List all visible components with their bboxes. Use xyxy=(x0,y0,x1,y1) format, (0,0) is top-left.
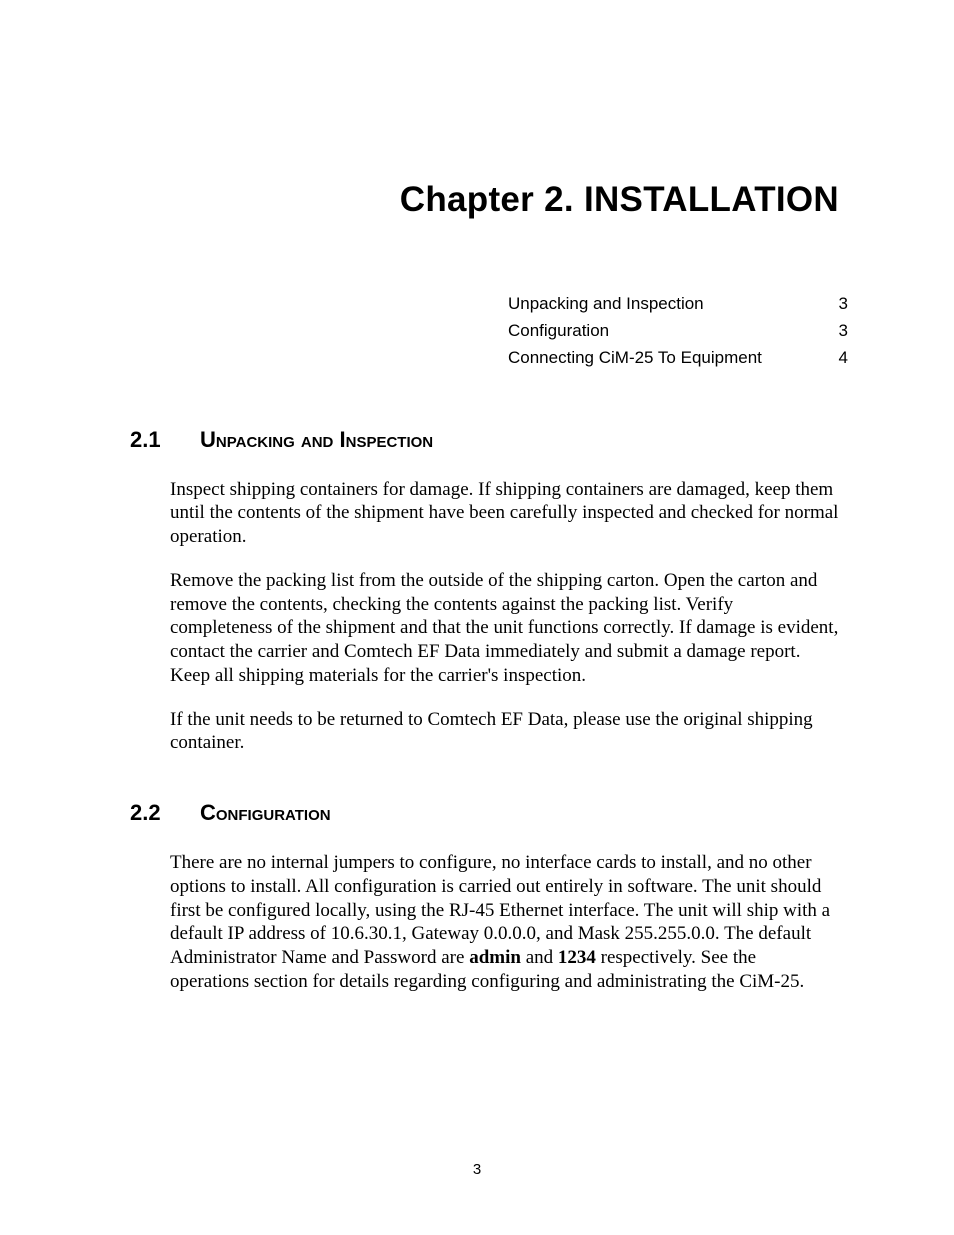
section-unpacking: 2.1 Unpacking and Inspection Inspect shi… xyxy=(130,427,839,756)
toc-row: Configuration 3 xyxy=(508,317,848,344)
toc-label: Unpacking and Inspection xyxy=(508,290,704,317)
section-number: 2.2 xyxy=(130,800,200,826)
page-number: 3 xyxy=(0,1161,954,1178)
chapter-label: Chapter 2. xyxy=(400,180,574,219)
body-paragraph: Remove the packing list from the outside… xyxy=(170,569,839,688)
toc-row: Connecting CiM-25 To Equipment 4 xyxy=(508,344,848,371)
section-heading: 2.1 Unpacking and Inspection xyxy=(130,427,839,453)
toc-page: 4 xyxy=(839,344,848,371)
body-paragraph: There are no internal jumpers to configu… xyxy=(170,851,839,994)
section-number: 2.1 xyxy=(130,427,200,453)
body-paragraph: If the unit needs to be returned to Comt… xyxy=(170,708,839,756)
body-paragraph: Inspect shipping containers for damage. … xyxy=(170,478,839,549)
chapter-title: Chapter 2. INSTALLATION xyxy=(130,180,839,220)
toc-page: 3 xyxy=(839,317,848,344)
toc-label: Configuration xyxy=(508,317,609,344)
toc-page: 3 xyxy=(839,290,848,317)
chapter-name: INSTALLATION xyxy=(584,180,839,219)
toc-label: Connecting CiM-25 To Equipment xyxy=(508,344,762,371)
toc-row: Unpacking and Inspection 3 xyxy=(508,290,848,317)
section-title: Unpacking and Inspection xyxy=(200,427,839,453)
section-configuration: 2.2 Configuration There are no internal … xyxy=(130,800,839,994)
document-page: Chapter 2. INSTALLATION Unpacking and In… xyxy=(0,0,954,1235)
section-title: Configuration xyxy=(200,800,839,826)
table-of-contents: Unpacking and Inspection 3 Configuration… xyxy=(508,290,848,372)
section-heading: 2.2 Configuration xyxy=(130,800,839,826)
